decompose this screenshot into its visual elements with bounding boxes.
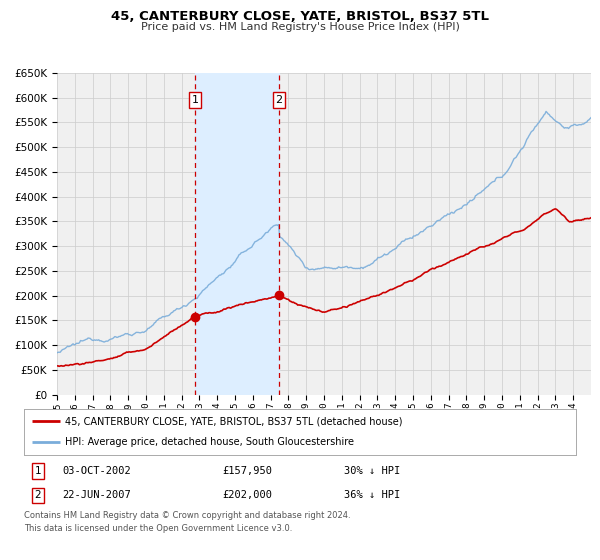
Text: 1: 1 <box>34 466 41 476</box>
Text: This data is licensed under the Open Government Licence v3.0.: This data is licensed under the Open Gov… <box>24 524 292 533</box>
Text: 2: 2 <box>34 491 41 501</box>
Text: HPI: Average price, detached house, South Gloucestershire: HPI: Average price, detached house, Sout… <box>65 437 355 447</box>
Text: 1: 1 <box>191 95 199 105</box>
Text: 03-OCT-2002: 03-OCT-2002 <box>62 466 131 476</box>
Text: 36% ↓ HPI: 36% ↓ HPI <box>344 491 400 501</box>
Bar <box>195 73 279 395</box>
Text: 22-JUN-2007: 22-JUN-2007 <box>62 491 131 501</box>
Text: Price paid vs. HM Land Registry's House Price Index (HPI): Price paid vs. HM Land Registry's House … <box>140 22 460 32</box>
Text: Contains HM Land Registry data © Crown copyright and database right 2024.: Contains HM Land Registry data © Crown c… <box>24 511 350 520</box>
Text: 30% ↓ HPI: 30% ↓ HPI <box>344 466 400 476</box>
Text: 45, CANTERBURY CLOSE, YATE, BRISTOL, BS37 5TL (detached house): 45, CANTERBURY CLOSE, YATE, BRISTOL, BS3… <box>65 416 403 426</box>
Text: 45, CANTERBURY CLOSE, YATE, BRISTOL, BS37 5TL: 45, CANTERBURY CLOSE, YATE, BRISTOL, BS3… <box>111 10 489 22</box>
Text: £157,950: £157,950 <box>223 466 273 476</box>
Text: £202,000: £202,000 <box>223 491 273 501</box>
Text: 2: 2 <box>275 95 283 105</box>
